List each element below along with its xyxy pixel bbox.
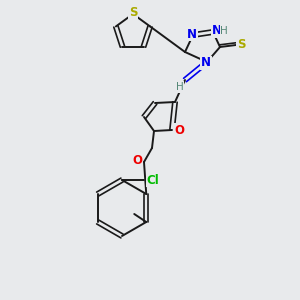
Text: Cl: Cl: [147, 173, 159, 187]
Text: N: N: [187, 28, 197, 40]
Text: O: O: [132, 154, 142, 167]
Text: O: O: [174, 124, 184, 136]
Text: H: H: [176, 82, 184, 92]
Text: N: N: [212, 25, 222, 38]
Text: S: S: [129, 7, 137, 20]
Text: H: H: [220, 26, 228, 36]
Text: S: S: [237, 38, 245, 50]
Text: N: N: [201, 56, 211, 70]
